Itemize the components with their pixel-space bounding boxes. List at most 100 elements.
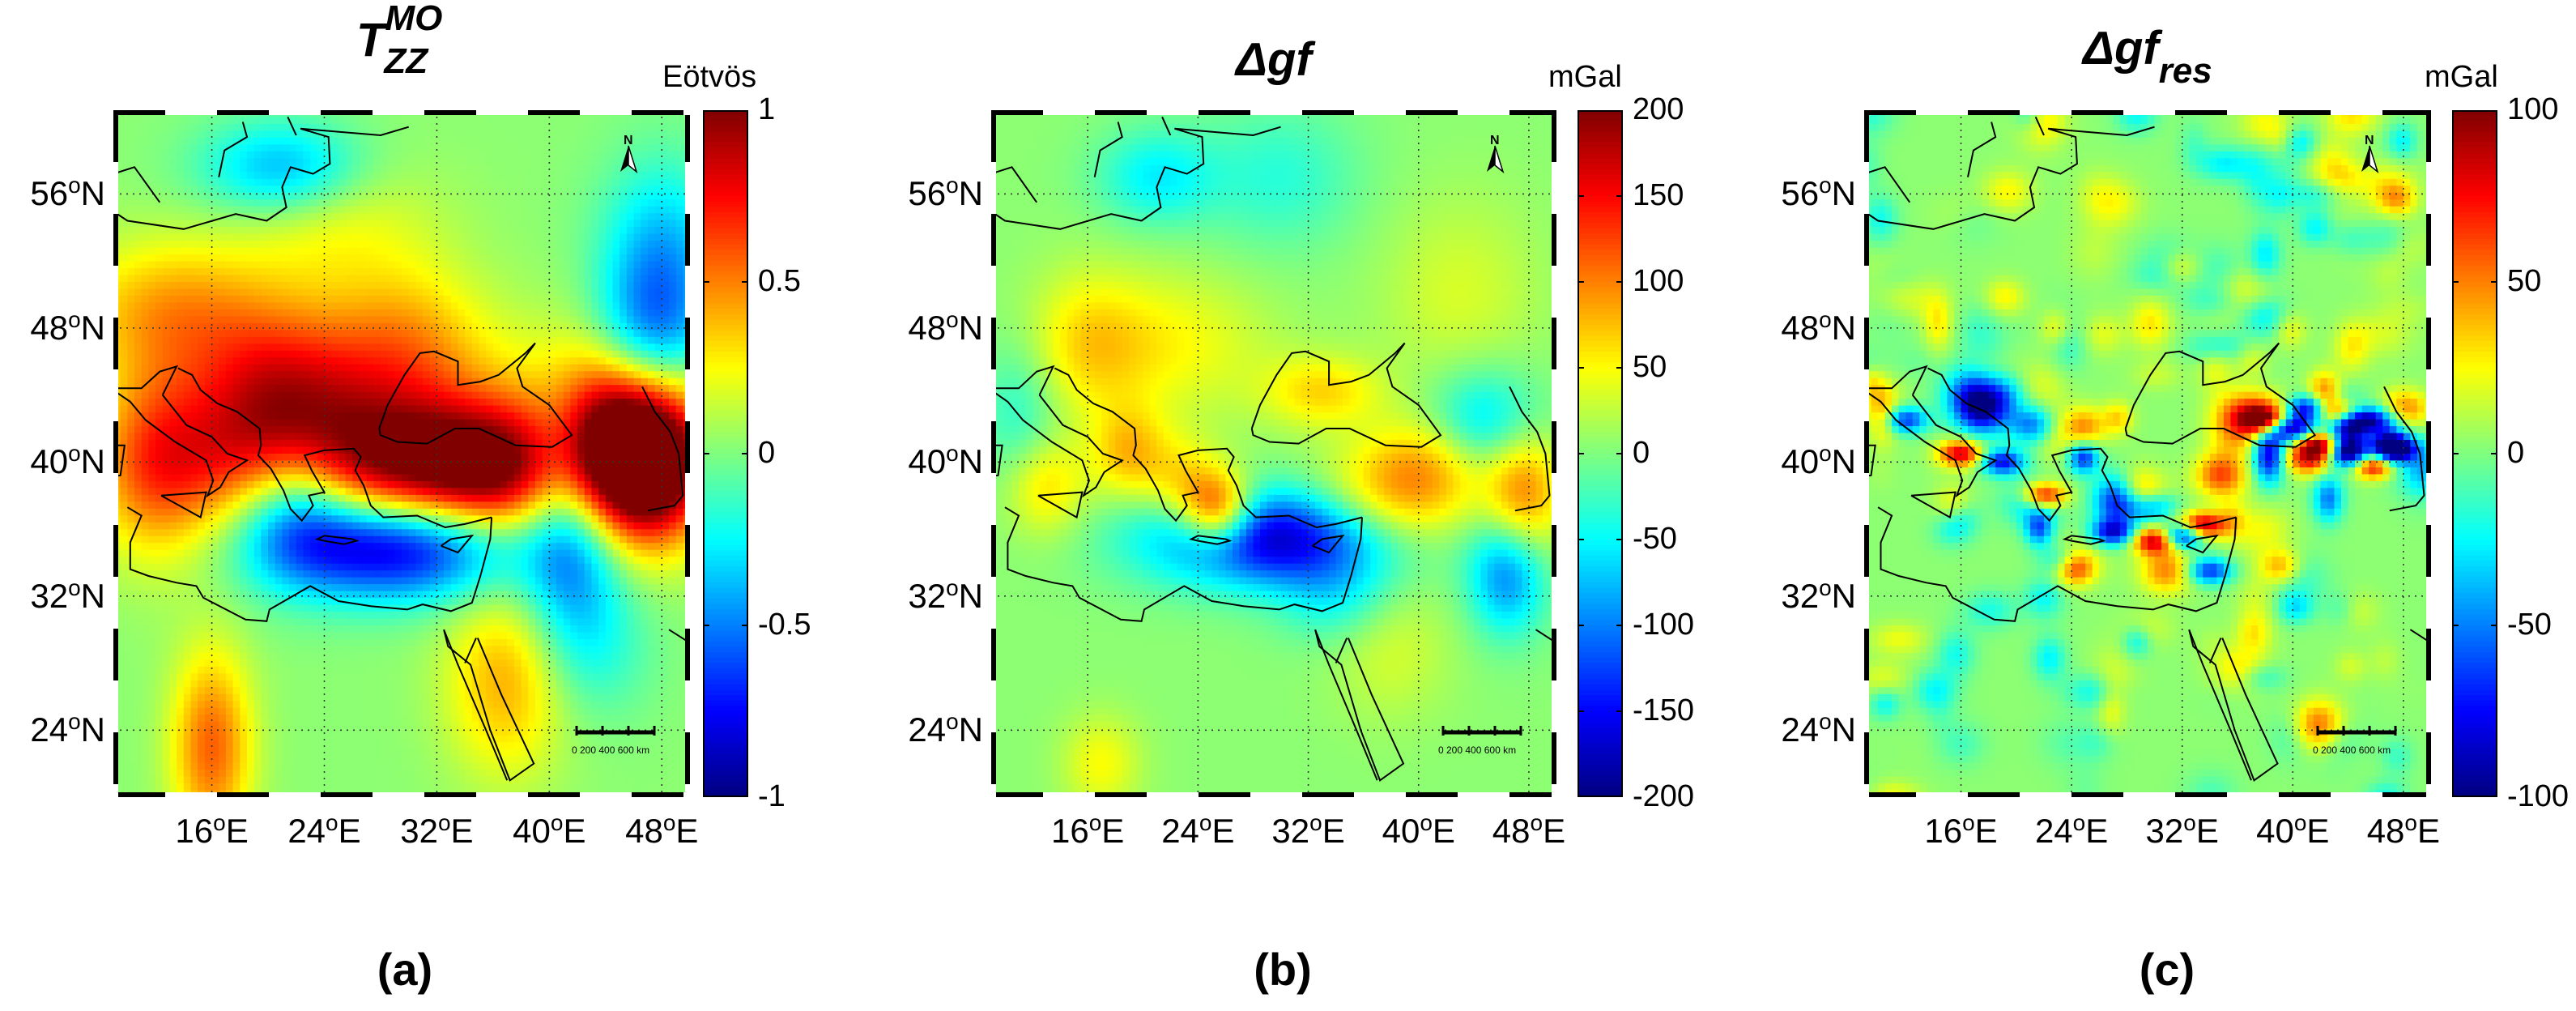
panel-b-title: Δgf: [1236, 32, 1312, 87]
lat-tick-label: 56oN: [0, 173, 105, 213]
north-arrow-icon: N: [620, 134, 638, 174]
panel-c-title-sub: res: [2159, 51, 2212, 91]
colorbar-gradient: [1578, 110, 1623, 797]
panel-b-title-main: Δgf: [1236, 33, 1312, 86]
colorbar-tick-label: 0: [758, 436, 775, 471]
lat-tick-label: 32oN: [0, 575, 105, 616]
lon-tick-label: 24oE: [2011, 810, 2132, 851]
lon-tick-label: 48oE: [1468, 810, 1590, 851]
lon-tick-label: 40oE: [2232, 810, 2353, 851]
panel-a-label: (a): [356, 943, 453, 996]
colorbar-tick-label: 0: [1633, 436, 1650, 471]
scale-bar: 0 200 400 600 km: [1438, 726, 1522, 756]
field-grid: [1864, 110, 2431, 797]
colorbar-tick-label: 1: [758, 92, 775, 127]
scale-bar-label: 0 200 400 600 km: [572, 744, 649, 756]
colorbar-tick-label: 100: [2507, 92, 2558, 127]
panel-b-colorbar: [1578, 110, 1623, 797]
colorbar-tick-label: 50: [1633, 350, 1667, 385]
lat-tick-label: 32oN: [1735, 575, 1856, 616]
lat-tick-label: 48oN: [0, 307, 105, 348]
lon-tick-label: 48oE: [2343, 810, 2464, 851]
panel-a: TMOZZ Eötvös 0 200 400 600 km N 1 0.5 0 -0.5…: [0, 0, 858, 1011]
colorbar-tick-label: -0.5: [758, 608, 811, 642]
lon-tick-label: 16oE: [151, 810, 273, 851]
scale-bar-label: 0 200 400 600 km: [2313, 744, 2391, 756]
colorbar-tick-label: -100: [2507, 779, 2569, 814]
colorbar-tick-label: -100: [1633, 608, 1694, 642]
colorbar-tick-label: -50: [2507, 608, 2552, 642]
coastlines: [113, 116, 690, 782]
map-frame: [991, 110, 1556, 797]
lat-tick-label: 24oN: [1735, 709, 1856, 749]
colorbar-tick-label: -50: [1633, 522, 1677, 557]
panel-a-title-sup: MO: [385, 0, 442, 38]
lat-tick-label: 24oN: [0, 709, 105, 749]
map-frame: [113, 110, 690, 797]
colorbar-tick-label: 150: [1633, 178, 1684, 213]
north-arrow-label: N: [1490, 134, 1500, 147]
lat-tick-label: 48oN: [862, 307, 983, 348]
panel-b: Δgf mGal 0 200 400 600 km N 200 150 100 50 0 -…: [873, 0, 1731, 1011]
lat-tick-label: 40oN: [0, 441, 105, 481]
lat-tick-label: 56oN: [1735, 173, 1856, 213]
north-arrow-label: N: [624, 134, 633, 147]
panel-a-title-main: T: [356, 14, 385, 66]
north-arrow-icon: N: [1487, 134, 1505, 174]
lat-tick-label: 48oN: [1735, 307, 1856, 348]
panel-c-colorbar: [2452, 110, 2497, 797]
colorbar-tick-label: 50: [2507, 264, 2541, 299]
north-arrow-icon: N: [2361, 134, 2379, 174]
lat-tick-label: 24oN: [862, 709, 983, 749]
colorbar-gradient: [703, 110, 748, 797]
lon-tick-label: 40oE: [488, 810, 610, 851]
scale-bar: 0 200 400 600 km: [572, 726, 656, 756]
panel-c-title-main: Δgf: [2083, 22, 2159, 75]
panel-a-units: Eötvös: [662, 60, 756, 95]
graticule: [1864, 110, 2431, 797]
field-grid: [991, 110, 1556, 797]
map-frame: [1864, 110, 2431, 797]
graticule: [113, 110, 690, 797]
lat-tick-label: 40oN: [862, 441, 983, 481]
scale-bar-label: 0 200 400 600 km: [1438, 744, 1516, 756]
field-grid: [113, 110, 690, 797]
lon-tick-label: 16oE: [1901, 810, 2022, 851]
colorbar-tick-label: 200: [1633, 92, 1684, 127]
lat-tick-label: 32oN: [862, 575, 983, 616]
colorbar-tick-label: 0.5: [758, 264, 801, 299]
lat-tick-label: 40oN: [1735, 441, 1856, 481]
colorbar-tick-label: -1: [758, 779, 786, 814]
panel-b-units: mGal: [1548, 60, 1622, 95]
lon-tick-label: 32oE: [2122, 810, 2243, 851]
panel-c-map: 0 200 400 600 km N: [1864, 110, 2431, 797]
graticule: [991, 110, 1556, 797]
colorbar-tick-label: 100: [1633, 264, 1684, 299]
colorbar-tick-label: -200: [1633, 779, 1694, 814]
panel-c-title: Δgfres: [2083, 21, 2212, 91]
coastlines: [991, 116, 1556, 782]
panel-a-title: TMOZZ: [356, 0, 486, 81]
scale-bar: 0 200 400 600 km: [2313, 726, 2397, 756]
panel-a-colorbar: [703, 110, 748, 797]
lon-tick-label: 32oE: [1248, 810, 1369, 851]
colorbar-tick-label: -150: [1633, 693, 1694, 728]
lat-tick-label: 56oN: [862, 173, 983, 213]
lon-tick-label: 24oE: [1137, 810, 1258, 851]
panel-c-units: mGal: [2425, 60, 2498, 95]
colorbar-gradient: [2452, 110, 2497, 797]
panel-b-map: 0 200 400 600 km N: [991, 110, 1556, 797]
lon-tick-label: 24oE: [263, 810, 385, 851]
lon-tick-label: 16oE: [1027, 810, 1148, 851]
colorbar-tick-label: 0: [2507, 436, 2524, 471]
panel-a-map: 0 200 400 600 km N: [113, 110, 690, 797]
lon-tick-label: 48oE: [601, 810, 722, 851]
lon-tick-label: 40oE: [1358, 810, 1480, 851]
lon-tick-label: 32oE: [376, 810, 497, 851]
north-arrow-label: N: [2365, 134, 2374, 147]
panel-a-title-sub: ZZ: [384, 41, 428, 81]
panel-b-label: (b): [1234, 943, 1331, 996]
coastlines: [1864, 116, 2431, 782]
panel-c-label: (c): [2118, 943, 2216, 996]
panel-c: Δgfres mGal 0 200 400 600 km N 100 50 0 -50 -…: [1717, 0, 2575, 1011]
